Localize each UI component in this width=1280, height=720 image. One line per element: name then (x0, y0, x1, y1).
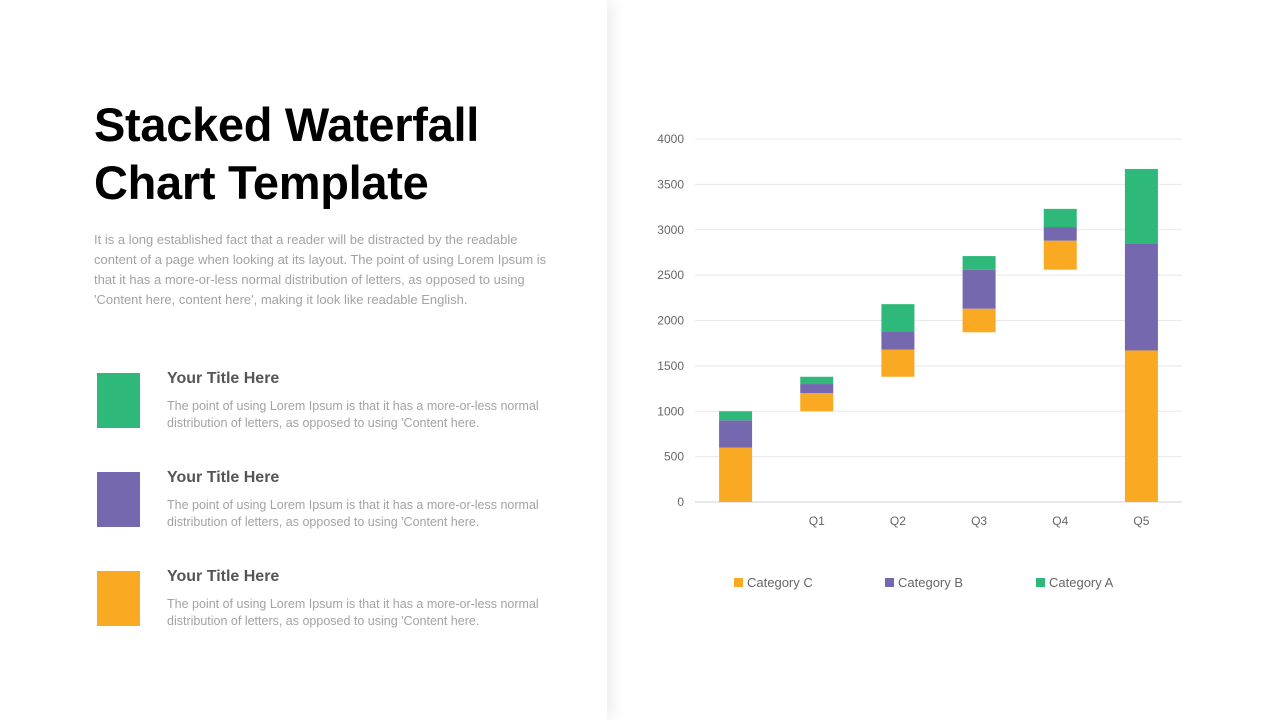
text-panel: Stacked Waterfall Chart Template It is a… (0, 0, 607, 720)
legend-swatch (734, 578, 743, 587)
chart-bars (719, 168, 1158, 502)
page-title-line-1: Stacked Waterfall (94, 98, 479, 151)
legend-item-desc: The point of using Lorem Ipsum is that i… (167, 399, 539, 430)
bar-category-a (962, 256, 996, 270)
legend-item-title: Your Title Here (167, 370, 280, 387)
bar-category-a (1043, 208, 1077, 228)
y-tick-label: 2000 (657, 314, 684, 328)
y-tick-label: 2500 (657, 268, 684, 282)
bar-category-b (962, 269, 996, 309)
bar-category-b (881, 331, 915, 350)
y-tick-label: 3000 (657, 223, 684, 237)
y-tick-label: 1500 (657, 359, 684, 373)
bar-category-c (719, 447, 753, 502)
bar-category-c (800, 393, 834, 412)
bar-category-b (1043, 227, 1077, 241)
legend-item-3: Your Title Here The point of using Lorem… (96, 568, 576, 628)
purple-swatch (97, 472, 140, 527)
bar-category-a (719, 411, 753, 421)
y-tick-label: 4000 (657, 132, 684, 146)
bar-category-b (1124, 243, 1158, 351)
y-tick-label: 500 (664, 450, 684, 464)
bar-category-c (962, 308, 996, 333)
page-title-line-2: Chart Template (94, 156, 429, 209)
page-title: Stacked Waterfall Chart Template (94, 96, 574, 212)
y-tick-label: 3500 (657, 177, 684, 191)
bar-category-c (1043, 240, 1077, 270)
x-tick-label: Q4 (1052, 514, 1068, 528)
orange-swatch (97, 571, 140, 626)
chart-gridlines (695, 138, 1182, 503)
legend-label: Category C (747, 575, 813, 590)
bar-category-a (1124, 168, 1158, 244)
legend-item-2: Your Title Here The point of using Lorem… (96, 469, 576, 529)
legend-item-1: Your Title Here The point of using Lorem… (96, 370, 576, 430)
legend-swatch (1036, 578, 1045, 587)
bar-category-a (800, 376, 834, 385)
x-tick-label: Q2 (890, 514, 906, 528)
bar-category-a (881, 304, 915, 332)
green-swatch (97, 373, 140, 428)
intro-paragraph: It is a long established fact that a rea… (94, 232, 547, 307)
x-tick-label: Q3 (971, 514, 987, 528)
x-tick-label: Q5 (1133, 514, 1149, 528)
chart-panel (607, 0, 1280, 720)
legend-item-desc: The point of using Lorem Ipsum is that i… (167, 498, 539, 529)
legend-swatch (885, 578, 894, 587)
bar-category-b (800, 384, 834, 394)
y-tick-label: 1000 (657, 404, 684, 418)
bar-category-c (881, 349, 915, 377)
legend-item-desc: The point of using Lorem Ipsum is that i… (167, 597, 539, 628)
bar-category-b (719, 420, 753, 448)
legend-label: Category B (898, 575, 963, 590)
y-tick-label: 0 (677, 495, 684, 509)
legend-item-title: Your Title Here (167, 469, 280, 486)
x-axis: Q1 Q2 Q3 Q4 Q5 (809, 514, 1150, 528)
chart-legend: Category C Category B Category A (734, 575, 1114, 590)
legend-item-title: Your Title Here (167, 568, 280, 585)
legend-label: Category A (1049, 575, 1114, 590)
y-axis: 0 500 1000 1500 2000 2500 3000 3500 4000 (657, 132, 684, 509)
x-tick-label: Q1 (809, 514, 825, 528)
bar-category-c (1124, 350, 1158, 502)
